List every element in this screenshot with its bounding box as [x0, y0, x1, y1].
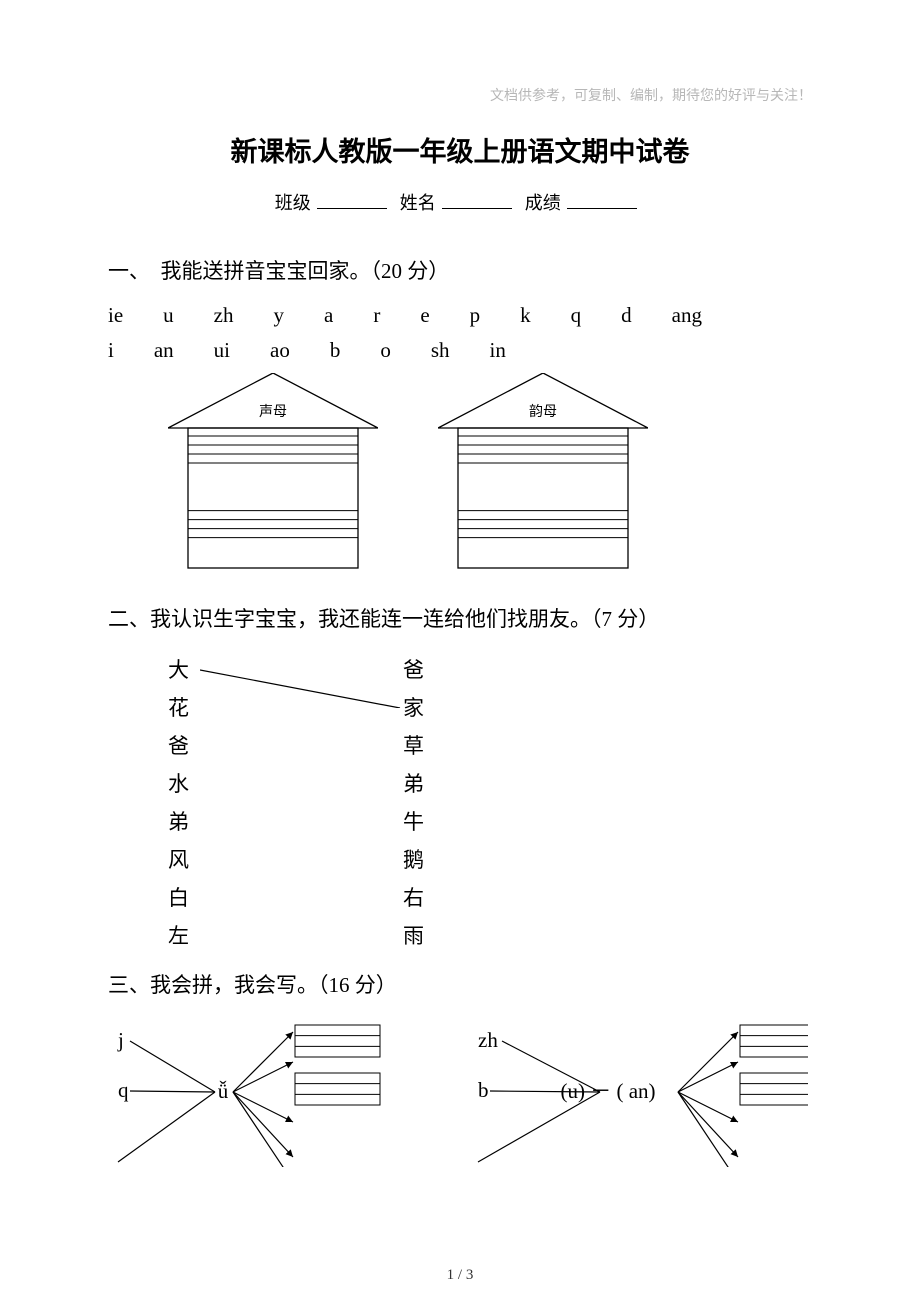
svg-text:q: q: [118, 1078, 129, 1102]
match-left: 弟: [168, 803, 208, 841]
svg-text:b: b: [478, 1078, 489, 1102]
match-right: 鹅: [403, 841, 443, 879]
pinyin-item: ao: [270, 338, 290, 363]
svg-text:j: j: [117, 1028, 124, 1052]
pinyin-row-1: ie u zh y a r e p k q d ang: [108, 303, 812, 328]
section3-heading: 三、我会拼，我会写。（16 分）: [108, 969, 812, 999]
match-row: 水弟: [168, 765, 468, 803]
page: 文档供参考，可复制、编制，期待您的好评与关注！ 新课标人教版一年级上册语文期中试…: [0, 0, 920, 1302]
pinyin-item: e: [420, 303, 429, 328]
section2-heading: 二、我认识生字宝宝，我还能连一连给他们找朋友。（7 分）: [108, 603, 812, 633]
pinyin-item: ang: [672, 303, 702, 328]
class-label: 班级: [275, 193, 311, 213]
match-right: 右: [403, 879, 443, 917]
match-left: 风: [168, 841, 208, 879]
match-right: 家: [403, 689, 443, 727]
svg-text:zh: zh: [478, 1028, 498, 1052]
pinyin-item: d: [621, 303, 632, 328]
pinyin-item: sh: [431, 338, 450, 363]
pinyin-item: q: [571, 303, 582, 328]
houses-container: 声母 韵母: [168, 373, 812, 573]
name-blank[interactable]: [442, 208, 512, 209]
pinyin-item: ie: [108, 303, 123, 328]
match-row: 左雨: [168, 917, 468, 955]
match-row: 大爸: [168, 651, 468, 689]
name-label: 姓名: [400, 193, 436, 213]
section1-heading: 一、 我能送拼音宝宝回家。（20 分）: [108, 255, 812, 285]
house-finals-svg: 韵母: [438, 373, 648, 573]
match-left: 白: [168, 879, 208, 917]
match-left: 爸: [168, 727, 208, 765]
score-label: 成绩: [525, 193, 561, 213]
match-right: 雨: [403, 917, 443, 955]
pinyin-item: an: [154, 338, 174, 363]
house-finals: 韵母: [438, 373, 648, 573]
document-title: 新课标人教版一年级上册语文期中试卷: [108, 130, 812, 169]
pinyin-item: u: [163, 303, 174, 328]
svg-text:韵母: 韵母: [529, 404, 557, 420]
house-initials-svg: 声母: [168, 373, 378, 573]
pinyin-item: i: [108, 338, 114, 363]
page-footer: 1 / 3: [0, 1267, 920, 1284]
pinyin-item: p: [470, 303, 481, 328]
match-table: 大爸花家爸草水弟弟牛风鹅白右左雨: [168, 651, 468, 955]
score-blank[interactable]: [567, 208, 637, 209]
house-initials: 声母: [168, 373, 378, 573]
match-left: 水: [168, 765, 208, 803]
pinyin-item: zh: [214, 303, 234, 328]
pinyin-item: y: [273, 303, 284, 328]
cluster-right-svg: zh b (u) － ( an): [468, 1017, 808, 1167]
match-right: 牛: [403, 803, 443, 841]
pinyin-item: o: [380, 338, 391, 363]
pinyin-item: b: [330, 338, 341, 363]
svg-text:(u) － ( an): (u) － ( an): [560, 1079, 655, 1103]
info-line: 班级 姓名 成绩: [108, 189, 812, 215]
match-right: 爸: [403, 651, 443, 689]
match-row: 白右: [168, 879, 468, 917]
svg-text:ǚ: ǚ: [218, 1079, 229, 1103]
match-row: 弟牛: [168, 803, 468, 841]
match-right: 弟: [403, 765, 443, 803]
match-row: 爸草: [168, 727, 468, 765]
pinyin-item: ui: [214, 338, 230, 363]
match-row: 花家: [168, 689, 468, 727]
pinyin-item: in: [490, 338, 506, 363]
svg-text:声母: 声母: [259, 404, 287, 420]
match-left: 花: [168, 689, 208, 727]
section3-content: j q ǚ zh b (u) － ( an): [108, 1017, 812, 1167]
match-left: 大: [168, 651, 208, 689]
header-note: 文档供参考，可复制、编制，期待您的好评与关注！: [490, 85, 812, 105]
pinyin-item: a: [324, 303, 333, 328]
cluster-left-svg: j q ǚ: [108, 1017, 418, 1167]
match-right: 草: [403, 727, 443, 765]
pinyin-item: r: [373, 303, 380, 328]
pinyin-row-2: i an ui ao b o sh in: [108, 338, 812, 363]
match-left: 左: [168, 917, 208, 955]
class-blank[interactable]: [317, 208, 387, 209]
pinyin-item: k: [520, 303, 531, 328]
match-row: 风鹅: [168, 841, 468, 879]
